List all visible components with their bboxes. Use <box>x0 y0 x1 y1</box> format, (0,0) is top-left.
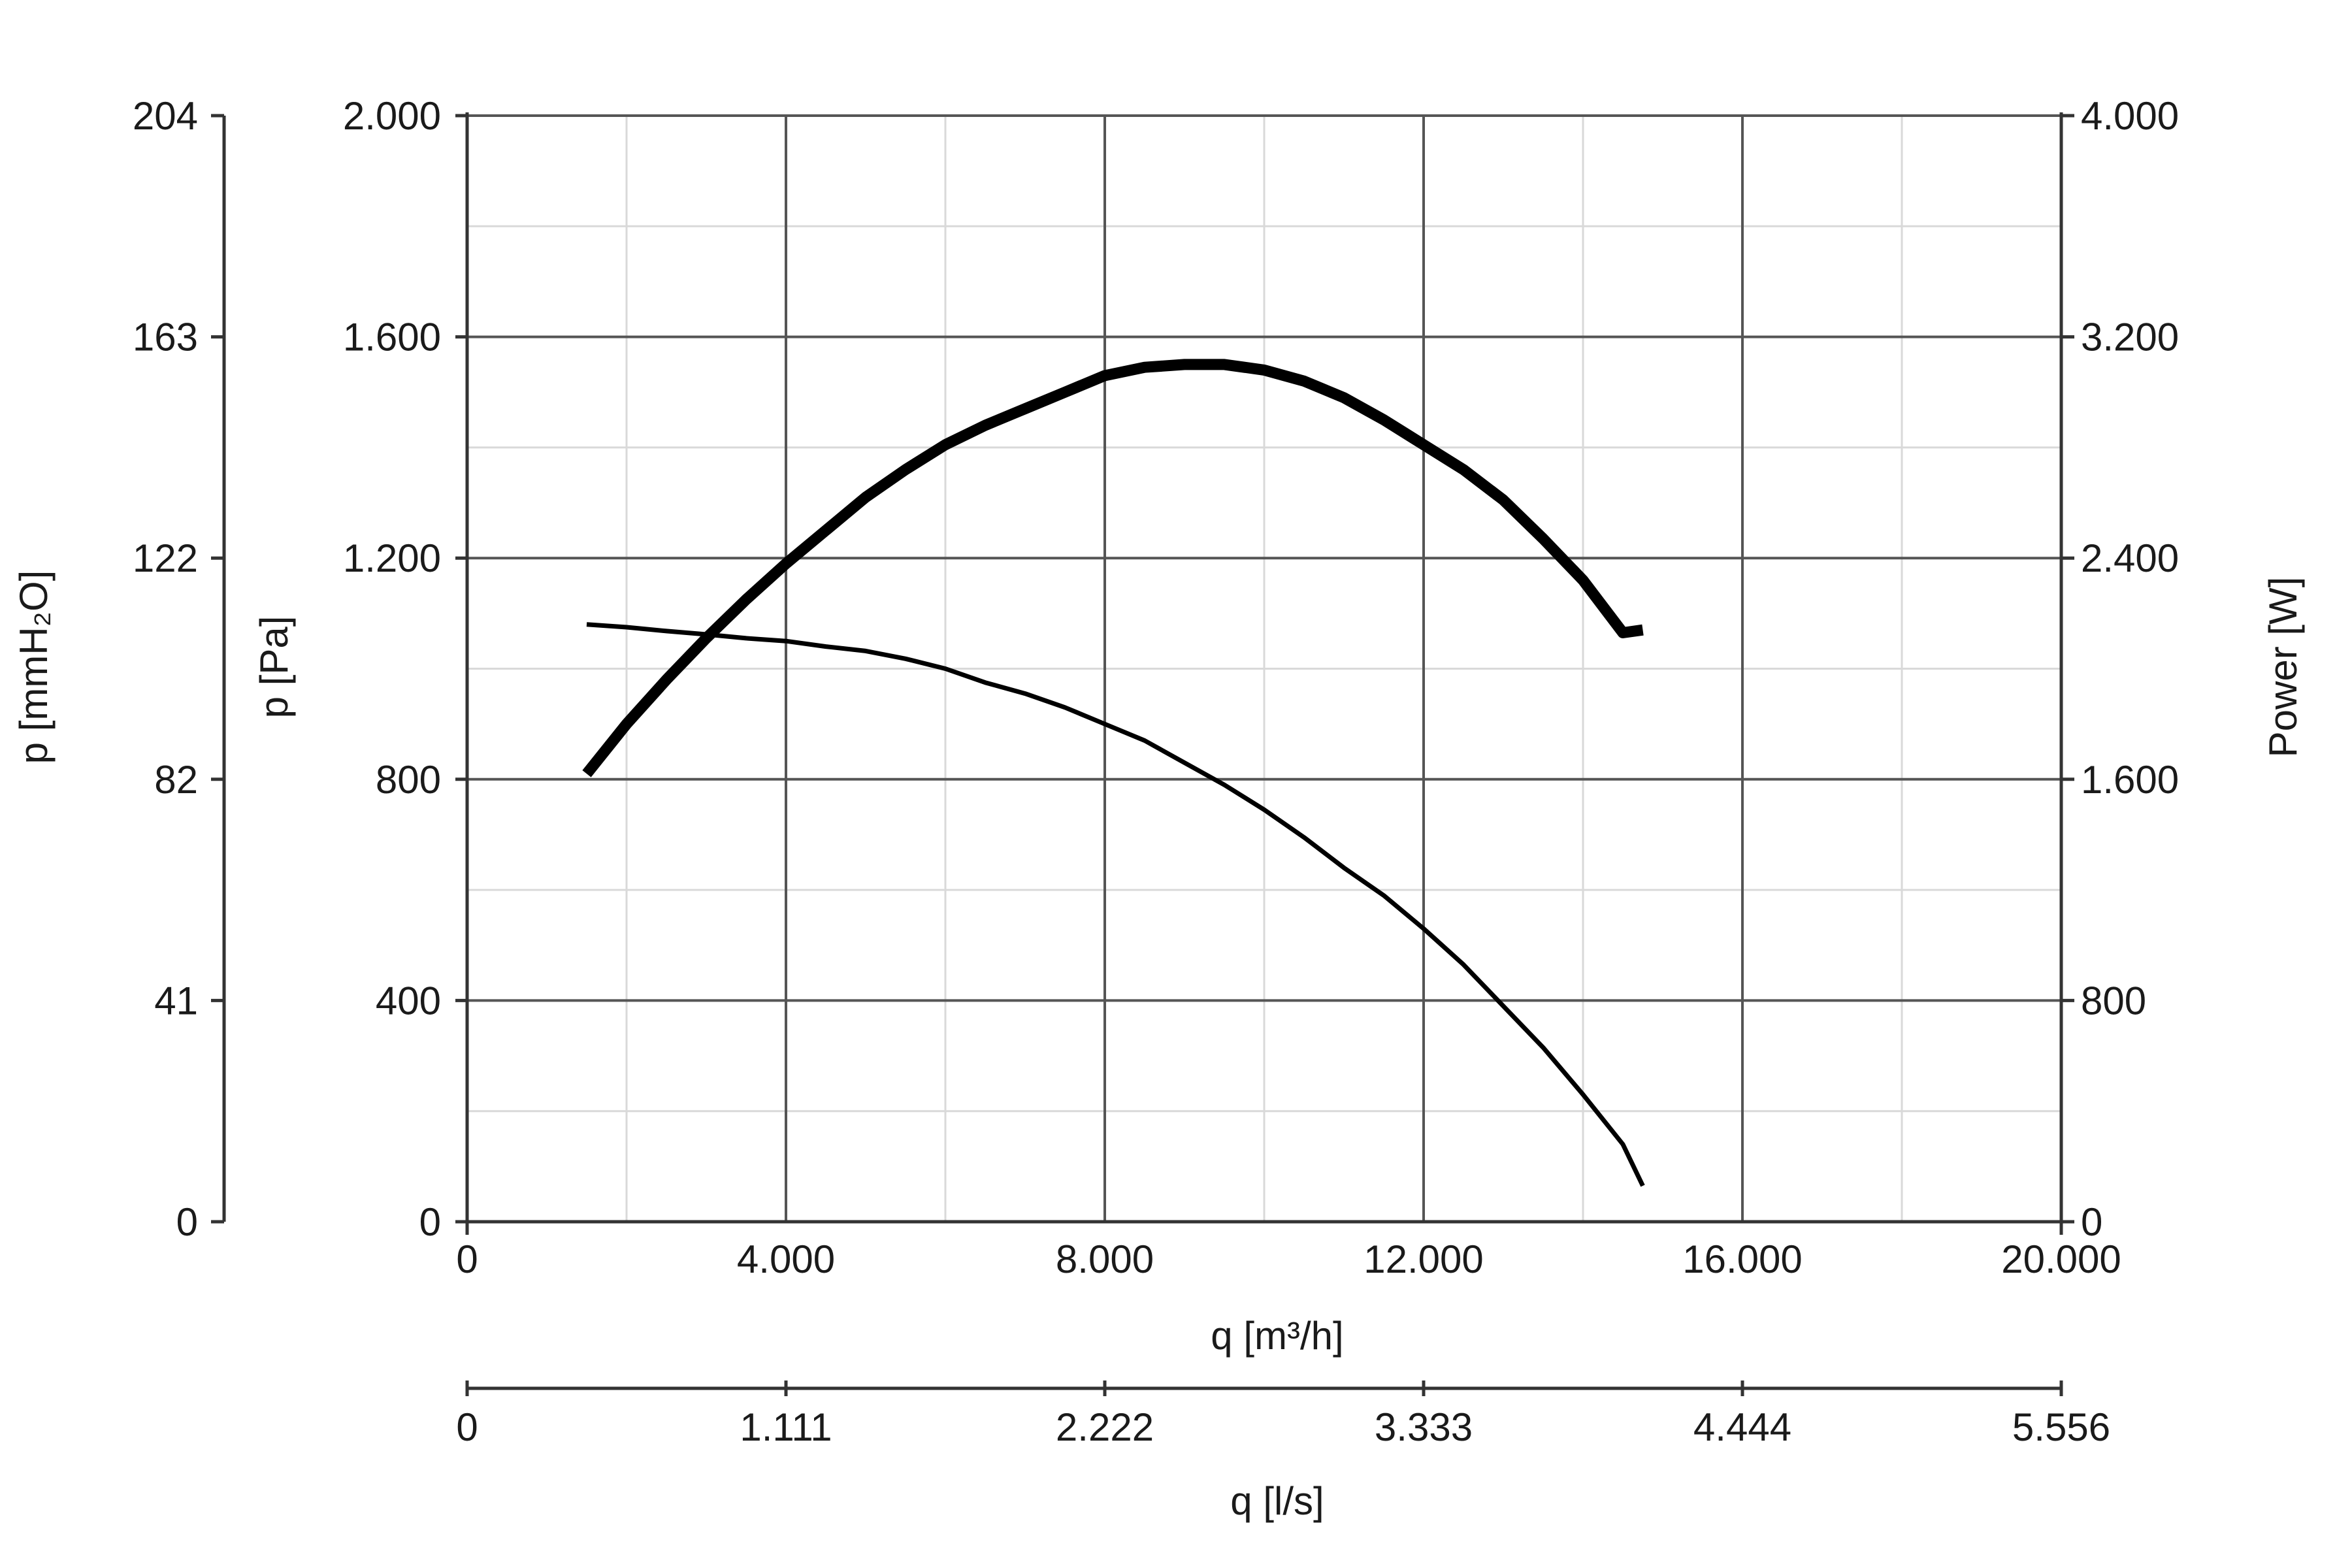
x2-tick-label: 3.333 <box>1375 1405 1473 1449</box>
y-right-tick-label: 800 <box>2081 979 2146 1022</box>
y-right-tick-label: 4.000 <box>2081 94 2179 138</box>
minor-grid <box>467 116 2061 1222</box>
y-right-axis-title: Power [W] <box>2261 577 2305 758</box>
axes <box>211 112 2074 1396</box>
x2-tick-label: 5.556 <box>2012 1405 2110 1449</box>
y-left-tick-label: 2.000 <box>343 94 441 138</box>
y-left2-tick-label: 41 <box>154 979 198 1022</box>
y-left-tick-label: 1.200 <box>343 536 441 580</box>
x2-axis-title: q [l/s] <box>1230 1479 1324 1523</box>
y-left-tick-label: 800 <box>376 758 441 802</box>
x2-tick-label: 1.111 <box>740 1405 832 1449</box>
x-tick-label: 8.000 <box>1056 1237 1154 1281</box>
x2-tick-label: 4.444 <box>1693 1405 1791 1449</box>
y-right-tick-label: 1.600 <box>2081 758 2179 802</box>
y-left-axis-title: p [Pa] <box>252 616 296 719</box>
x-tick-label: 12.000 <box>1364 1237 1484 1281</box>
y-right-tick-label: 3.200 <box>2081 316 2179 359</box>
y-right-tick-label: 0 <box>2081 1200 2102 1244</box>
y-left2-tick-label: 0 <box>176 1200 198 1244</box>
y-left-tick-label: 0 <box>419 1200 441 1244</box>
y-left2-tick-label: 82 <box>154 758 198 802</box>
y-left-tick-label: 1.600 <box>343 316 441 359</box>
power-curve <box>582 359 1644 777</box>
x-tick-label: 0 <box>456 1237 478 1281</box>
x-tick-label: 20.000 <box>2001 1237 2121 1281</box>
y-left2-tick-label: 163 <box>133 316 198 359</box>
y-left2-axis-title: p [mmH₂O] <box>12 570 56 764</box>
y-left-tick-label: 400 <box>376 979 441 1022</box>
series-lines <box>582 359 1645 1187</box>
pressure-curve <box>586 622 1645 1187</box>
x2-tick-label: 2.222 <box>1056 1405 1154 1449</box>
y-right-tick-label: 2.400 <box>2081 536 2179 580</box>
x2-tick-label: 0 <box>456 1405 478 1449</box>
x-tick-label: 16.000 <box>1682 1237 1803 1281</box>
y-left2-tick-label: 122 <box>133 536 198 580</box>
x-tick-label: 4.000 <box>737 1237 835 1281</box>
x-axis-title: q [m³/h] <box>1211 1314 1343 1358</box>
y-left2-tick-label: 204 <box>133 94 198 138</box>
